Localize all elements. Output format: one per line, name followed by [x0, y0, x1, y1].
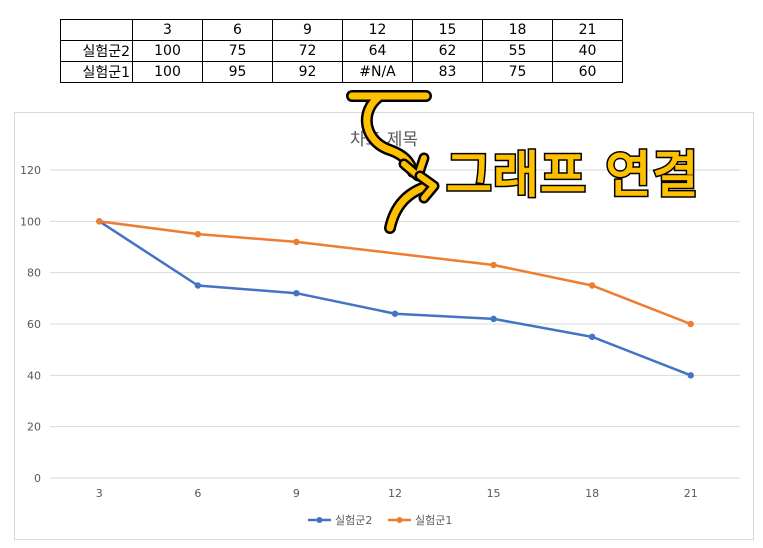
y-tick-label: 20 [27, 421, 41, 434]
table-cell[interactable]: 75 [482, 61, 553, 83]
axis-labels: 0 20 40 60 80 100 120 3 6 9 12 15 18 21 [20, 164, 698, 500]
legend-marker-icon [396, 517, 403, 523]
table-cell[interactable]: 100 [132, 40, 203, 62]
data-point[interactable] [588, 282, 596, 289]
table-cell[interactable]: 64 [342, 40, 413, 62]
table-cell[interactable]: 83 [412, 61, 483, 83]
table-cell[interactable]: #N/A [342, 61, 413, 83]
data-point[interactable] [293, 290, 300, 297]
table-cell[interactable]: 40 [552, 40, 623, 62]
y-tick-label: 0 [34, 472, 41, 485]
chart-area[interactable] [14, 112, 754, 540]
table-row-label[interactable]: 실험군1 [60, 61, 133, 83]
y-tick-label: 100 [20, 215, 41, 228]
legend-label[interactable]: 실험군1 [415, 514, 452, 527]
y-tick-label: 40 [27, 369, 41, 382]
gridlines [50, 169, 740, 479]
x-tick-label: 9 [293, 487, 300, 500]
x-tick-label: 21 [684, 487, 698, 500]
data-point[interactable] [687, 320, 694, 328]
annotation-callout: 그래프 연결 [444, 145, 700, 206]
x-tick-label: 15 [487, 487, 501, 500]
table-cell[interactable]: 100 [132, 61, 203, 83]
data-point[interactable] [293, 238, 300, 246]
series-lines [96, 218, 694, 379]
data-point[interactable] [687, 372, 694, 379]
table-cell[interactable]: 62 [412, 40, 483, 62]
data-point[interactable] [490, 261, 497, 269]
legend-marker-icon [316, 517, 323, 523]
table-cell[interactable]: 95 [202, 61, 273, 83]
x-tick-label: 18 [585, 487, 599, 500]
data-point[interactable] [588, 333, 596, 341]
x-tick-label: 6 [194, 487, 201, 500]
legend-label[interactable]: 실험군2 [335, 514, 372, 527]
data-point[interactable] [391, 310, 399, 317]
data-point[interactable] [96, 218, 103, 225]
data-point[interactable] [194, 282, 202, 289]
table-row: 실험군2 100 75 72 64 62 55 40 [60, 40, 623, 62]
data-point[interactable] [490, 315, 497, 323]
series-line[interactable] [98, 220, 692, 377]
table-row: 실험군1 100 95 92 #N/A 83 75 60 [60, 61, 623, 83]
curved-arrow-icon [346, 90, 440, 234]
data-table: 3 6 9 12 15 18 21 실험군2 100 75 72 64 62 5… [60, 19, 623, 83]
data-point[interactable] [194, 230, 202, 238]
y-tick-label: 60 [27, 318, 41, 331]
legend[interactable]: 실험군2 실험군1 [308, 514, 452, 527]
table-cell[interactable]: 75 [202, 40, 273, 62]
y-tick-label: 120 [20, 164, 41, 177]
x-tick-label: 3 [96, 487, 103, 500]
x-tick-label: 12 [388, 487, 402, 500]
table-cell[interactable]: 60 [552, 61, 623, 83]
y-tick-label: 80 [27, 267, 41, 280]
table-header-cell[interactable]: 21 [552, 19, 623, 41]
series-line[interactable] [99, 220, 692, 326]
